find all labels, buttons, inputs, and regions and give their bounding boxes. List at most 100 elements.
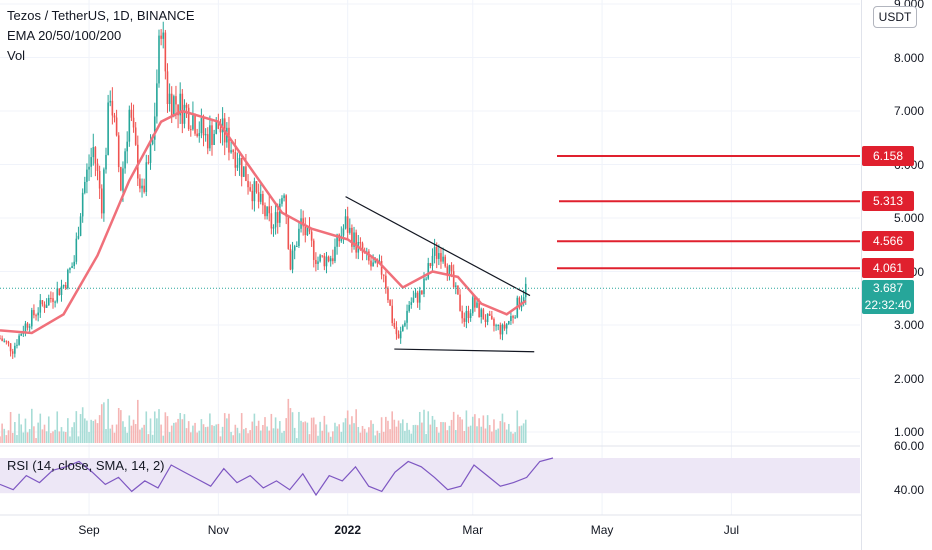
candle-body <box>522 297 525 302</box>
volume-bar <box>287 398 290 443</box>
volume-bar <box>75 411 78 443</box>
volume-bar <box>289 408 292 443</box>
candle-body <box>109 100 112 103</box>
volume-bar <box>474 414 476 443</box>
volume-bar <box>26 432 29 443</box>
volume-bar <box>493 419 495 443</box>
candle-body <box>153 116 156 140</box>
volume-bar <box>408 429 410 443</box>
volume-bar <box>232 435 234 443</box>
candle-body <box>251 190 254 202</box>
candle-body <box>461 310 463 319</box>
volume-bar <box>39 413 42 443</box>
volume-bar <box>372 423 374 443</box>
volume-bar <box>56 411 59 443</box>
candle-body <box>240 157 243 177</box>
candle-body <box>196 133 198 137</box>
candle-body <box>71 266 73 269</box>
candle-body <box>107 102 109 155</box>
candle-body <box>141 185 143 189</box>
rsi-axis-label: 40.00 <box>893 483 924 497</box>
candle-body <box>33 310 35 316</box>
candle-body <box>122 168 124 191</box>
candle-body <box>111 100 114 116</box>
candle-body <box>204 134 207 136</box>
volume-bar <box>164 412 167 443</box>
candle-body <box>181 93 184 124</box>
volume-bar <box>1 423 3 443</box>
volume-bar <box>406 422 408 443</box>
candle-body <box>92 147 95 158</box>
volume-bar <box>230 431 232 443</box>
candle-body <box>397 334 400 339</box>
candle-body <box>259 193 262 202</box>
volume-bar <box>393 419 396 443</box>
candle-body <box>173 96 175 116</box>
candle-body <box>370 260 372 267</box>
volume-bar <box>463 430 466 443</box>
candle-body <box>98 170 101 189</box>
candle-body <box>215 121 218 134</box>
volume-bar <box>308 434 311 443</box>
volume-bar <box>94 419 97 443</box>
candle-body <box>79 216 82 236</box>
volume-bar <box>249 430 251 443</box>
candle-body <box>293 246 296 251</box>
candle-body <box>124 151 126 169</box>
candle-body <box>414 292 417 298</box>
volume-bar <box>103 402 105 443</box>
volume-bar <box>187 421 190 443</box>
candle-body <box>134 127 137 145</box>
candle-body <box>310 231 313 241</box>
volume-bar <box>177 418 179 443</box>
volume-bar <box>88 431 90 443</box>
volume-bar <box>47 416 50 443</box>
candle-body <box>7 341 10 344</box>
ema-20-line <box>0 109 527 335</box>
ema-legend[interactable]: EMA 20/50/100/200 <box>7 28 122 43</box>
volume-bar <box>368 427 370 443</box>
volume-bar <box>67 418 69 443</box>
volume-bar <box>304 421 307 443</box>
candle-body <box>493 319 495 326</box>
volume-bar <box>357 427 360 443</box>
candle-body <box>296 246 298 248</box>
volume-bar <box>321 430 324 443</box>
candle-body <box>126 141 128 152</box>
candle-body <box>145 162 148 192</box>
candle-body <box>287 216 290 249</box>
symbol-title[interactable]: Tezos / TetherUS, 1D, BINANCE <box>7 8 195 23</box>
volume-legend[interactable]: Vol <box>7 48 26 63</box>
volume-bar <box>296 438 298 443</box>
volume-bar <box>5 435 8 443</box>
candle-body <box>96 163 99 171</box>
candle-body <box>75 238 78 262</box>
volume-bar <box>382 431 385 443</box>
candle-body <box>283 195 285 199</box>
volume-bar <box>423 409 425 443</box>
volume-bar <box>416 425 419 443</box>
candle-body <box>3 340 6 342</box>
countdown-timer: 22:32:40 <box>864 298 912 313</box>
volume-bar <box>452 411 455 443</box>
candle-body <box>20 334 22 336</box>
volume-bar <box>71 427 73 443</box>
candle-body <box>168 93 171 104</box>
candle-body <box>16 344 18 346</box>
rsi-legend[interactable]: RSI (14, close, SMA, 14, 2) <box>7 458 165 473</box>
volume-bar <box>50 433 52 443</box>
candle-body <box>247 180 249 188</box>
volume-bar <box>306 422 309 443</box>
candle-body <box>253 181 256 202</box>
currency-button[interactable]: USDT <box>873 6 917 28</box>
volume-bar <box>162 435 165 443</box>
volume-bar <box>488 425 491 443</box>
candle-body <box>230 150 232 153</box>
volume-bar <box>221 426 224 443</box>
volume-bar <box>298 411 300 443</box>
volume-bar <box>270 413 273 443</box>
volume-bar <box>448 425 451 443</box>
candle-body <box>41 300 44 305</box>
candle-body <box>238 157 241 166</box>
